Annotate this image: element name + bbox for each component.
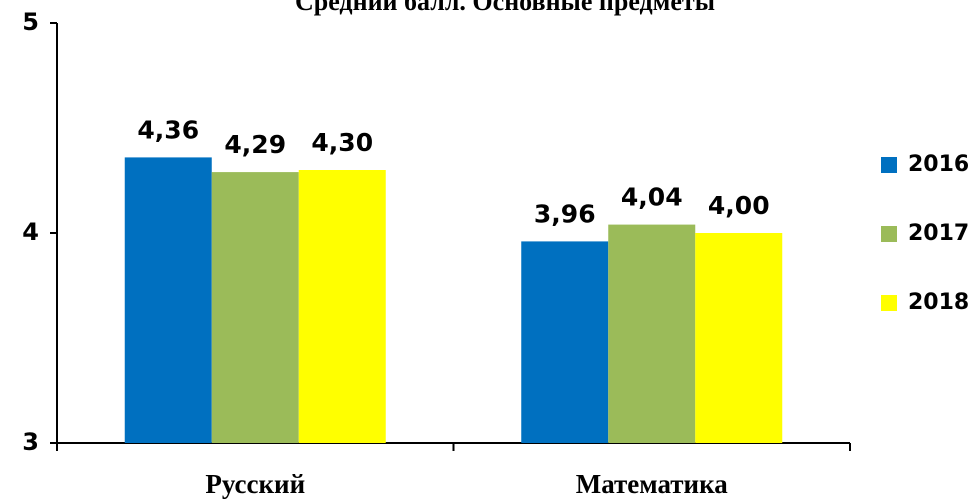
value-label: 4,30 [311, 128, 373, 157]
bar [124, 157, 212, 443]
legend-swatch [881, 226, 897, 242]
y-tick-label: 5 [22, 8, 39, 36]
legend-label: 2018 [908, 290, 969, 315]
x-tick-label: Математика [576, 469, 729, 499]
bar [298, 170, 386, 443]
chart-title: Средний балл. Основные предметы [295, 0, 715, 16]
legend-label: 2017 [908, 221, 969, 246]
x-tick-label: Русский [205, 469, 305, 499]
value-label: 4,00 [708, 191, 770, 220]
value-label: 4,29 [224, 130, 286, 159]
value-label: 4,36 [137, 115, 199, 144]
bar [608, 224, 696, 443]
value-label: 3,96 [534, 199, 596, 228]
bar [211, 172, 299, 443]
value-label: 4,04 [621, 183, 683, 212]
legend-swatch [881, 295, 897, 311]
bar [695, 233, 783, 443]
y-tick-label: 4 [22, 218, 39, 246]
y-tick-label: 3 [22, 428, 39, 456]
legend-swatch [881, 157, 897, 173]
bar [521, 241, 609, 443]
legend-label: 2016 [908, 152, 969, 177]
